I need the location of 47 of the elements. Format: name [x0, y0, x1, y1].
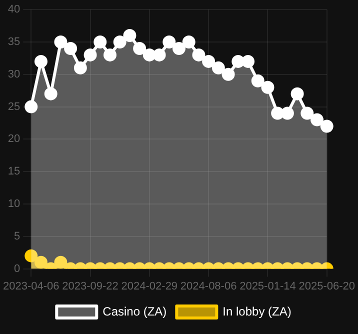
legend-label: Casino (ZA): [102, 304, 167, 318]
y-tick-label: 30: [8, 68, 20, 80]
x-tick-label: 2023-04-06: [2, 280, 60, 292]
point: [212, 61, 225, 74]
point: [34, 54, 48, 68]
point: [242, 54, 255, 68]
point: [64, 42, 78, 55]
point: [142, 48, 156, 62]
point: [192, 48, 206, 62]
point: [152, 48, 166, 62]
point: [123, 29, 136, 42]
point: [84, 48, 97, 62]
legend-label: In lobby (ZA): [222, 304, 292, 318]
x-tick-label: 2025-01-14: [240, 280, 296, 292]
point: [310, 113, 324, 126]
point: [182, 36, 196, 48]
point: [222, 68, 235, 81]
point: [280, 106, 294, 120]
point: [320, 120, 334, 133]
point: [202, 54, 216, 68]
y-tick-label: 35: [8, 36, 20, 48]
y-tick-label: 15: [8, 166, 20, 178]
y-tick-label: 25: [8, 100, 20, 113]
point: [162, 36, 176, 48]
x-tick-label: 2023-09-22: [62, 280, 118, 292]
point: [54, 36, 68, 48]
point: [113, 36, 126, 48]
point: [44, 87, 58, 100]
y-tick-label: 40: [8, 4, 20, 16]
point: [261, 80, 274, 94]
point: [290, 87, 304, 100]
y-tick-label: 10: [8, 198, 20, 210]
point: [300, 106, 314, 120]
x-tick-label: 2024-02-29: [121, 280, 178, 292]
y-tick-label: 20: [8, 133, 20, 146]
point: [251, 74, 264, 88]
point: [103, 48, 116, 62]
point: [271, 106, 284, 120]
y-tick-label: 5: [14, 230, 20, 242]
x-tick-label: 2025-06-20: [298, 280, 356, 292]
point: [172, 42, 186, 55]
x-tick-label: 2024-08-06: [180, 280, 237, 292]
point: [232, 54, 245, 68]
point: [74, 61, 87, 74]
point: [94, 36, 107, 48]
y-tick-label: 0: [14, 262, 20, 275]
point: [133, 42, 146, 55]
